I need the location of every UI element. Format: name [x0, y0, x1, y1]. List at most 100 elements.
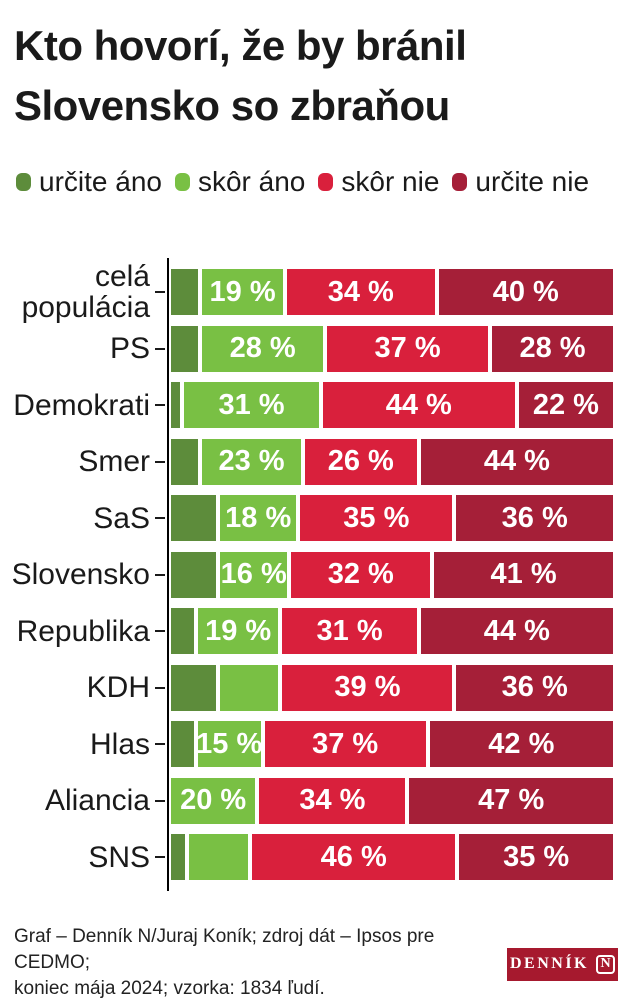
bar-segment: 39 %	[280, 662, 455, 713]
chart-row: Smer 23 % 26 % 44 %	[0, 434, 632, 491]
bar-segment: 19 %	[195, 606, 281, 657]
legend-label: skôr áno	[197, 166, 306, 197]
chart-row: SaS 18 % 35 % 36 %	[0, 490, 632, 547]
bar-value-label: 42 %	[488, 727, 555, 760]
logo-wordmark: DENNÍK	[509, 955, 589, 973]
category-label: Smer	[78, 445, 150, 479]
bar-value-label: 28 %	[229, 332, 296, 365]
bar-segment	[169, 436, 201, 487]
tick-mark	[155, 743, 165, 746]
bar-value-label: 44 %	[483, 445, 550, 478]
tick-cell	[150, 517, 169, 520]
credit-line-2: koniec mája 2024; vzorka: 1834 ľudí.	[14, 978, 325, 1000]
chart-row: PS 28 % 37 % 28 %	[0, 321, 632, 378]
tick-cell	[150, 743, 169, 746]
bar-segment: 34 %	[257, 775, 408, 826]
chart-rows: celá populácia 19 % 34 % 40 % PS 28 % 37 % 28 % D…	[0, 260, 632, 886]
chart-row: SNS 46 % 35 %	[0, 829, 632, 886]
bar-segment: 35 %	[298, 493, 455, 544]
bar-value-label: 15 %	[196, 727, 263, 760]
bar-segment	[169, 323, 201, 374]
tick-mark	[155, 799, 165, 802]
bar-segment: 35 %	[457, 832, 615, 883]
bar-segment: 32 %	[289, 549, 433, 600]
bar-value-label: 46 %	[320, 840, 387, 873]
tick-cell	[150, 291, 169, 294]
bar-value-label: 19 %	[205, 614, 272, 647]
legend-label: určite áno	[39, 166, 162, 197]
bar-value-label: 36 %	[501, 671, 568, 704]
bar-value-label: 35 %	[343, 501, 410, 534]
legend-label: skôr nie	[341, 166, 440, 197]
bar-segment: 20 %	[169, 775, 258, 826]
chart-title-line-1: Kto hovorí, že by bránil	[14, 22, 467, 69]
bar-segment: 18 %	[218, 493, 299, 544]
bar-segment	[169, 719, 196, 770]
tick-mark	[155, 404, 165, 407]
bar-value-label: 18 %	[225, 501, 292, 534]
bar-segment: 37 %	[325, 323, 491, 374]
bar-segment: 37 %	[262, 719, 428, 770]
tick-cell	[150, 686, 169, 689]
stacked-bar: 31 % 44 % 22 %	[169, 380, 615, 431]
bar-segment: 28 %	[200, 323, 326, 374]
bar-segment: 41 %	[432, 549, 615, 600]
legend-item-skor-nie: skôr nie	[318, 166, 439, 198]
tick-mark	[155, 573, 165, 576]
stacked-bar: 23 % 26 % 44 %	[169, 436, 615, 487]
bar-segment: 46 %	[250, 832, 458, 883]
category-label: Republika	[16, 614, 150, 648]
legend-label: určite nie	[475, 166, 590, 197]
legend-swatch-icon	[174, 173, 190, 191]
bar-segment: 36 %	[454, 662, 615, 713]
bar-segment: 34 %	[284, 267, 437, 318]
bar-value-label: 19 %	[209, 275, 276, 308]
bar-segment	[169, 832, 188, 883]
stacked-bar: 46 % 35 %	[169, 832, 615, 883]
stacked-bar: 18 % 35 % 36 %	[169, 493, 615, 544]
bar-segment	[218, 662, 281, 713]
chart-title-line-2: Slovensko so zbraňou	[14, 81, 450, 129]
bar-value-label: 37 %	[312, 727, 379, 760]
stacked-bar: 15 % 37 % 42 %	[169, 719, 615, 770]
category-label: Demokrati	[13, 388, 150, 422]
legend-swatch-icon	[318, 173, 334, 191]
category-label: SaS	[93, 501, 150, 535]
bar-segment: 31 %	[280, 606, 419, 657]
bar-segment: 26 %	[302, 436, 419, 487]
chart-row: Aliancia 20 % 34 % 47 %	[0, 773, 632, 830]
chart-row: Slovensko 16 % 32 % 41 %	[0, 547, 632, 604]
bar-value-label: 16 %	[220, 558, 287, 591]
credit-line-1: Graf – Denník N/Juraj Koník; zdroj dát –…	[14, 926, 435, 974]
bar-segment: 23 %	[200, 436, 303, 487]
bar-segment: 42 %	[427, 719, 615, 770]
tick-cell	[150, 630, 169, 633]
stacked-bar: 28 % 37 % 28 %	[169, 323, 615, 374]
tick-cell	[150, 404, 169, 407]
bar-segment: 28 %	[490, 323, 615, 374]
category-label: SNS	[88, 840, 150, 874]
tick-mark	[155, 347, 165, 350]
category-label: KDH	[86, 671, 150, 705]
bar-value-label: 39 %	[334, 671, 401, 704]
bar-segment: 44 %	[320, 380, 517, 431]
chart-row: celá populácia 19 % 34 % 40 %	[0, 260, 632, 325]
bar-value-label: 31 %	[316, 614, 383, 647]
bar-segment: 40 %	[436, 267, 615, 318]
tick-mark	[155, 291, 165, 294]
bar-segment	[169, 606, 196, 657]
bar-segment	[169, 380, 183, 431]
tick-mark	[155, 517, 165, 520]
tick-cell	[150, 799, 169, 802]
legend-swatch-icon	[452, 173, 468, 191]
bar-segment: 31 %	[182, 380, 321, 431]
chart-row: Demokrati 31 % 44 % 22 %	[0, 377, 632, 434]
bar-segment: 16 %	[218, 549, 290, 600]
tick-mark	[155, 856, 165, 859]
category-label: celá populácia	[21, 260, 150, 325]
bar-segment: 44 %	[418, 606, 615, 657]
dennik-n-icon: N	[596, 954, 615, 974]
tick-mark	[155, 460, 165, 463]
bar-segment	[169, 549, 219, 600]
bar-segment	[187, 832, 251, 883]
